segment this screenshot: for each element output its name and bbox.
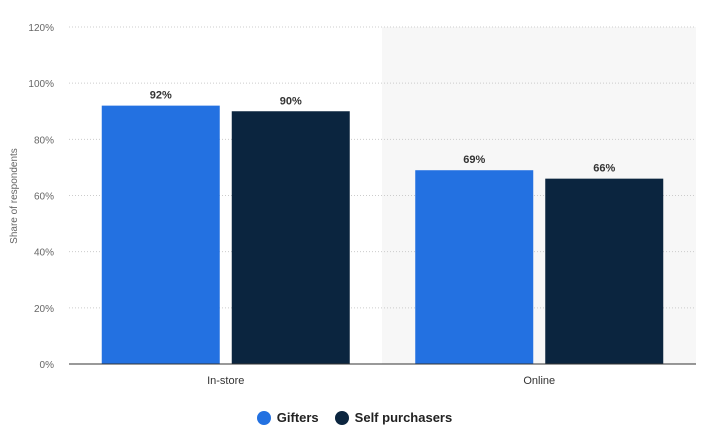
y-tick-label-6: 120% xyxy=(28,23,54,34)
data-label-online-gifters: 69% xyxy=(463,154,485,166)
y-tick-label-2: 40% xyxy=(34,248,54,259)
y-tick-label-3: 60% xyxy=(34,192,54,203)
bar-in-store-self-purchasers[interactable] xyxy=(231,111,350,364)
y-axis-title: Share of respondents xyxy=(9,148,20,244)
legend-dot-gifters xyxy=(256,410,271,425)
data-label-in-store-self-purchasers: 90% xyxy=(280,95,302,107)
y-tick-label-5: 100% xyxy=(28,79,54,90)
legend-item-self-purchasers[interactable]: Self purchasers xyxy=(334,410,453,425)
data-labels: 92% 90% 69% 66% xyxy=(150,90,616,175)
data-label-online-self-purchasers: 66% xyxy=(593,163,615,175)
x-category-label-in-store: In-store xyxy=(207,375,244,387)
legend-label-gifters: Gifters xyxy=(276,410,319,425)
legend: Gifters Self purchasers xyxy=(0,410,709,425)
bar-online-self-purchasers[interactable] xyxy=(545,178,664,364)
data-label-in-store-gifters: 92% xyxy=(150,90,172,102)
legend-item-gifters[interactable]: Gifters xyxy=(256,410,319,425)
legend-label-self-purchasers: Self purchasers xyxy=(354,410,453,425)
bar-chart: 0% 20% 40% 60% 80% 100% 120% 92% 90% 69% 66% In-s… xyxy=(9,23,696,387)
bars xyxy=(101,105,664,364)
bar-in-store-gifters[interactable] xyxy=(101,105,220,364)
x-axis-categories: In-store Online xyxy=(207,375,555,387)
y-tick-label-1: 20% xyxy=(34,304,54,315)
y-tick-label-4: 80% xyxy=(34,135,54,146)
x-category-label-online: Online xyxy=(523,375,555,387)
bar-online-gifters[interactable] xyxy=(415,170,534,364)
legend-dot-self-purchasers xyxy=(334,410,349,425)
y-tick-label-0: 0% xyxy=(40,360,55,371)
y-axis-ticks: 0% 20% 40% 60% 80% 100% 120% xyxy=(28,23,54,371)
